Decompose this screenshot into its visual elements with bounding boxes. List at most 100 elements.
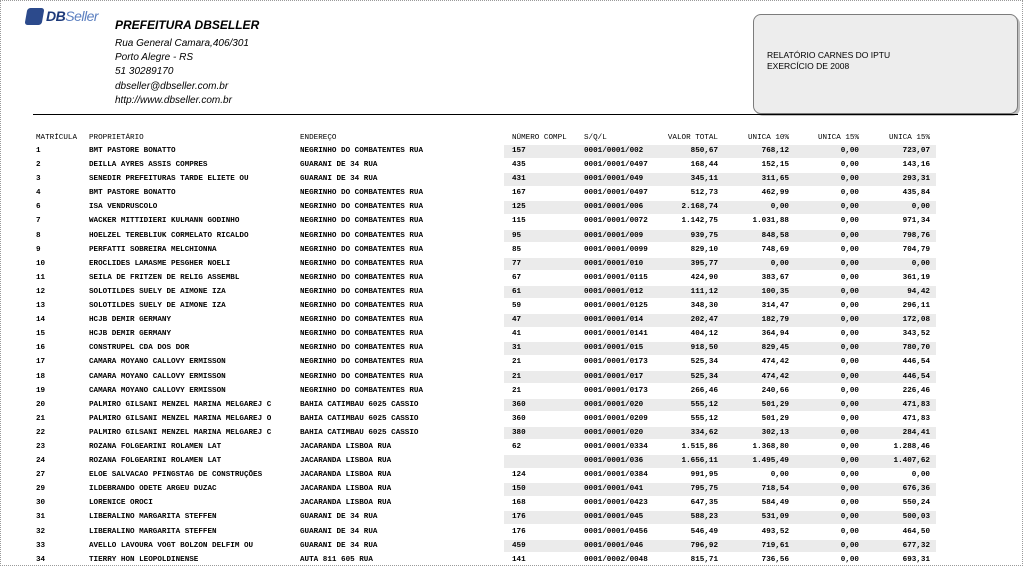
cell-matricula: 6 — [36, 203, 41, 212]
cell-unica15b: 471,83 — [902, 414, 930, 423]
cell-numero: 115 — [512, 217, 526, 226]
cell-proprietario: CAMARA MOYANO CALLOVY ERMISSON — [89, 372, 226, 381]
cell-matricula: 20 — [36, 400, 46, 409]
cell-matricula: 4 — [36, 189, 41, 198]
cell-proprietario: AVELLO LAVOURA VOGT BOLZON DELFIM OU — [89, 541, 254, 550]
cell-endereco: JACARANDA LISBOA RUA — [300, 471, 392, 480]
table-row: 19 CAMARA MOYANO CALLOVY ERMISSON NEGRINHO… — [36, 384, 936, 398]
cell-valor-total: 815,71 — [690, 555, 718, 564]
cell-valor-total: 348,30 — [690, 302, 718, 311]
cell-unica15a: 0,00 — [840, 485, 859, 494]
cell-proprietario: CONSTRUPEL CDA DOS DOR — [89, 344, 190, 353]
cell-endereco: NEGRINHO DO COMBATENTES RUA — [300, 330, 424, 339]
table-row: 21 PALMIRO GILSANI MENZEL MARINA MELGAREJ… — [36, 412, 936, 426]
cell-valor-total: 939,75 — [690, 231, 718, 240]
cell-endereco: JACARANDA LISBOA RUA — [300, 457, 392, 466]
cell-endereco: NEGRINHO DO COMBATENTES RUA — [300, 147, 424, 155]
cell-valor-total: 525,34 — [690, 358, 718, 367]
col-header-unica15a: UNICA 15% — [817, 134, 859, 142]
table-row: 23 ROZANA FOLGEARINI ROLAMEN LAT JACARANDA… — [36, 440, 936, 454]
col-header-endereco: ENDEREÇO — [300, 134, 337, 142]
cell-proprietario: LIBERALINO MARGARITA STEFFEN — [89, 513, 217, 522]
cell-matricula: 23 — [36, 442, 46, 451]
cell-unica15b: 0,00 — [911, 203, 930, 212]
cell-unica15a: 0,00 — [840, 555, 859, 564]
cell-matricula: 9 — [36, 245, 41, 254]
table-row: 30 LORENICE OROCI JACARANDA LISBOA RUA 168 0… — [36, 496, 936, 510]
cell-numero: 150 — [512, 485, 526, 494]
cell-proprietario: PALMIRO GILSANI MENZEL MARINA MELGAREJ O — [89, 414, 272, 423]
cell-proprietario: SEILA DE FRITZEN DE RELIG ASSEMBL — [89, 273, 240, 282]
table-row: 29 ILDEBRANDO ODETE ARGEU DUZAC JACARANDA … — [36, 482, 936, 496]
header-divider — [33, 114, 1018, 115]
cell-unica15b: 550,24 — [902, 499, 930, 508]
cell-sql: 0001/0001/0497 — [584, 161, 648, 170]
cell-unica15b: 172,08 — [902, 316, 930, 325]
cell-proprietario: TIERRY HON LEOPOLDINENSE — [89, 555, 199, 564]
cell-numero: 435 — [512, 161, 526, 170]
table-row: 14 HCJB DEMIR GERMANY NEGRINHO DO COMBATEN… — [36, 313, 936, 327]
cell-endereco: NEGRINHO DO COMBATENTES RUA — [300, 259, 424, 268]
row-band — [504, 257, 936, 271]
cell-endereco: NEGRINHO DO COMBATENTES RUA — [300, 217, 424, 226]
cell-matricula: 34 — [36, 555, 46, 564]
cell-unica15a: 0,00 — [840, 189, 859, 198]
cell-proprietario: SOLOTILDES SUELY DE AIMONE IZA — [89, 287, 226, 296]
cell-proprietario: ROZANA FOLGEARINI ROLAMEN LAT — [89, 457, 222, 466]
cell-sql: 0001/0001/0173 — [584, 358, 648, 367]
cell-proprietario: HCJB DEMIR GERMANY — [89, 330, 172, 339]
cell-endereco: GUARANI DE 34 RUA — [300, 527, 378, 536]
cell-proprietario: PERFATTI SOBREIRA MELCHIONNA — [89, 245, 217, 254]
header-block: PREFEITURA DBSELLER Rua General Camara,4… — [115, 17, 259, 108]
cell-unica15b: 1.407,62 — [893, 457, 930, 466]
cell-matricula: 11 — [36, 273, 46, 282]
cell-unica15a: 0,00 — [840, 245, 859, 254]
cell-proprietario: LIBERALINO MARGARITA STEFFEN — [89, 527, 217, 536]
cell-valor-total: 111,12 — [690, 287, 718, 296]
cell-sql: 0001/0001/017 — [584, 372, 644, 381]
col-header-unica15b: UNICA 15% — [888, 134, 930, 142]
cell-sql: 0001/0001/009 — [584, 231, 644, 240]
cell-endereco: NEGRINHO DO COMBATENTES RUA — [300, 344, 424, 353]
cell-valor-total: 918,50 — [690, 344, 718, 353]
cell-sql: 0001/0001/049 — [584, 175, 644, 184]
cell-valor-total: 850,67 — [690, 147, 718, 155]
header-address: Rua General Camara,406/301 — [115, 38, 249, 49]
cell-valor-total: 588,23 — [690, 513, 718, 522]
cell-numero: 21 — [512, 372, 522, 381]
cell-endereco: AUTA 811 605 RUA — [300, 555, 373, 564]
cell-proprietario: SENEDIR PREFEITURAS TARDE ELIETE OU — [89, 175, 249, 184]
cell-unica10: 314,47 — [761, 302, 789, 311]
cell-numero: 168 — [512, 499, 526, 508]
cell-unica15b: 471,83 — [902, 400, 930, 409]
cell-valor-total: 266,46 — [690, 386, 718, 395]
cell-unica15a: 0,00 — [840, 499, 859, 508]
cell-sql: 0001/0001/0334 — [584, 442, 648, 451]
cell-numero: 61 — [512, 287, 522, 296]
cell-sql: 0001/0001/0173 — [584, 386, 648, 395]
cell-unica15b: 446,54 — [902, 358, 930, 367]
cell-unica15a: 0,00 — [840, 175, 859, 184]
cell-unica10: 474,42 — [761, 372, 789, 381]
cell-unica10: 719,61 — [761, 541, 789, 550]
cell-unica15a: 0,00 — [840, 428, 859, 437]
cell-matricula: 27 — [36, 471, 46, 480]
cell-proprietario: HOELZEL TEREBLIUK CORMELATO RICALDO — [89, 231, 249, 240]
cell-proprietario: ELOE SALVACAO PFINGSTAG DE CONSTRUÇÕES — [89, 471, 263, 480]
cell-matricula: 16 — [36, 344, 46, 353]
report-title-box: RELATÓRIO CARNES DO IPTU EXERCÍCIO DE 20… — [753, 14, 1018, 114]
table-row: 31 LIBERALINO MARGARITA STEFFEN GUARANI DE… — [36, 510, 936, 524]
cell-unica15a: 0,00 — [840, 273, 859, 282]
cell-proprietario: DEILLA AYRES ASSIS COMPRES — [89, 161, 208, 170]
table-header-row: MATRÍCULA PROPRIETÁRIO ENDEREÇO NÚMERO C… — [36, 133, 936, 144]
table-row: 6 ISA VENDRUSCOLO NEGRINHO DO COMBATENTES … — [36, 200, 936, 214]
cell-proprietario: BMT PASTORE BONATTO — [89, 189, 176, 198]
cell-endereco: NEGRINHO DO COMBATENTES RUA — [300, 372, 424, 381]
row-band — [504, 511, 936, 524]
cell-unica10: 829,45 — [761, 344, 789, 353]
report-title-line2: EXERCÍCIO DE 2008 — [767, 60, 850, 71]
cell-numero: 59 — [512, 302, 522, 311]
cell-numero: 176 — [512, 527, 526, 536]
table-row: 3 SENEDIR PREFEITURAS TARDE ELIETE OU GUAR… — [36, 172, 936, 186]
table-row: 2 DEILLA AYRES ASSIS COMPRES GUARANI DE 34… — [36, 158, 936, 172]
